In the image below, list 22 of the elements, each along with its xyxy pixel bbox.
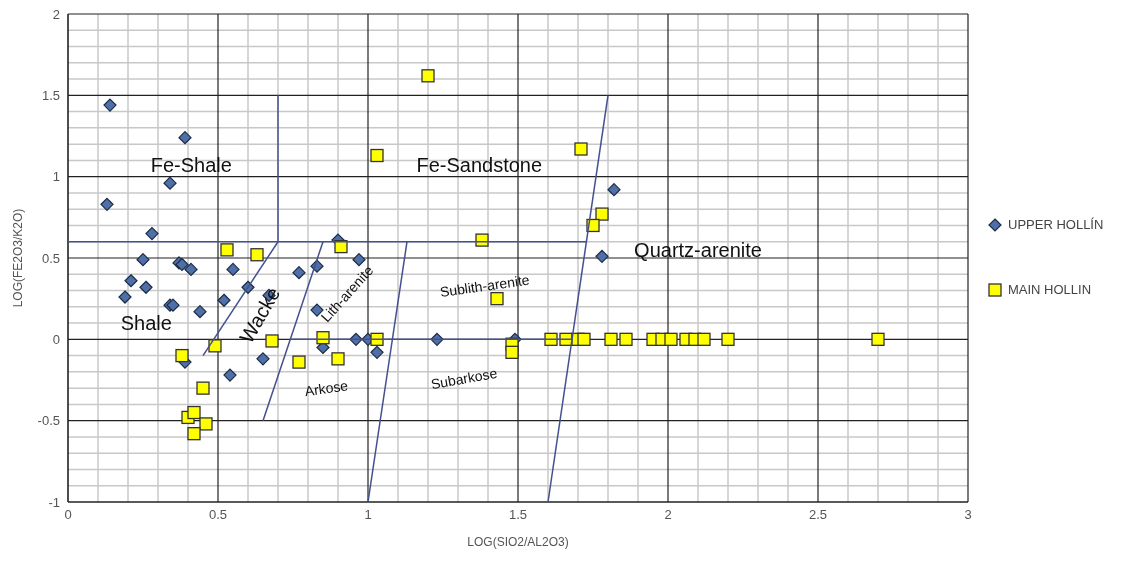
y-tick-label: 0.5 <box>41 250 60 266</box>
y-tick-label: 1.5 <box>41 87 60 103</box>
x-tick-label: 2.5 <box>808 507 828 523</box>
y-tick-label: 2 <box>52 6 60 22</box>
legend-label: UPPER HOLLÍN <box>1008 217 1104 232</box>
x-tick-label: 1 <box>364 507 372 523</box>
x-tick-label: 1.5 <box>508 507 528 523</box>
x-tick-label: 2 <box>664 507 672 523</box>
x-tick-label: 3 <box>964 507 972 523</box>
annotation: Arkose <box>303 377 350 400</box>
y-tick-label: 1 <box>52 169 60 185</box>
x-tick-label: 0.5 <box>208 507 228 523</box>
y-tick-label: -0.5 <box>37 413 60 429</box>
y-axis-title: LOG(FE2O3/K2O) <box>11 208 26 308</box>
annotation: Subarkose <box>429 364 499 393</box>
x-tick-label: 0 <box>64 507 72 523</box>
y-tick-label: -1 <box>48 494 60 510</box>
annotation: Shale <box>120 311 172 334</box>
legend-label: MAIN HOLLIN <box>1008 282 1092 297</box>
x-axis-title: LOG(SIO2/AL2O3) <box>467 535 569 549</box>
annotation: Sublith-arenite <box>438 271 531 301</box>
y-tick-label: 0 <box>52 331 60 347</box>
